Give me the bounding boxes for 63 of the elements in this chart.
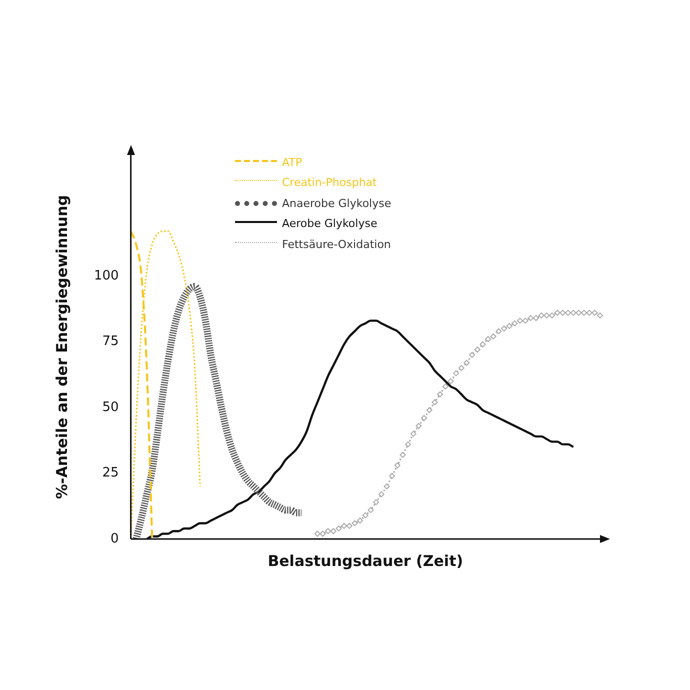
point bbox=[405, 441, 412, 448]
x-axis-title: Belastungsdauer (Zeit) bbox=[268, 552, 464, 570]
point bbox=[570, 310, 576, 316]
legend-label: Fettsäure-Oxidation bbox=[282, 238, 391, 251]
point bbox=[320, 530, 326, 537]
point bbox=[346, 522, 352, 529]
point bbox=[549, 312, 556, 318]
point bbox=[357, 518, 364, 524]
point bbox=[597, 312, 603, 318]
point bbox=[362, 512, 368, 518]
legend-label: Aerobe Glykolyse bbox=[282, 217, 378, 230]
point bbox=[368, 507, 374, 514]
point bbox=[554, 310, 560, 316]
point bbox=[517, 318, 524, 324]
legend-label: Creatin-Phosphat bbox=[282, 176, 377, 190]
point bbox=[522, 318, 528, 324]
point bbox=[538, 312, 544, 318]
point bbox=[480, 341, 486, 348]
point bbox=[512, 320, 518, 326]
point bbox=[341, 522, 348, 529]
y-tick-label: 50 bbox=[102, 400, 119, 415]
point bbox=[458, 365, 464, 372]
point bbox=[410, 430, 416, 437]
y-tick-label: 0 bbox=[110, 531, 119, 546]
y-axis-title: %-Anteile an der Energiegewinnung bbox=[52, 194, 71, 500]
point bbox=[400, 452, 406, 458]
point bbox=[496, 328, 502, 334]
point bbox=[325, 528, 332, 534]
point bbox=[448, 378, 454, 384]
point bbox=[432, 399, 438, 406]
y-tick-label: 100 bbox=[94, 268, 119, 284]
point bbox=[485, 336, 492, 342]
point bbox=[453, 370, 460, 376]
point bbox=[330, 528, 336, 534]
point bbox=[416, 422, 422, 429]
point bbox=[394, 462, 400, 468]
point bbox=[474, 346, 480, 353]
point bbox=[426, 407, 432, 414]
point bbox=[421, 415, 428, 422]
legend-label: Anaerobe Glykolyse bbox=[282, 196, 392, 210]
point bbox=[592, 310, 598, 316]
point bbox=[442, 383, 448, 390]
point bbox=[506, 322, 512, 329]
point bbox=[378, 491, 384, 498]
point bbox=[544, 312, 550, 318]
point bbox=[464, 360, 470, 366]
point bbox=[490, 333, 496, 340]
point bbox=[389, 472, 396, 479]
y-tick-label: 25 bbox=[102, 466, 119, 481]
point bbox=[528, 315, 534, 322]
point bbox=[576, 310, 582, 316]
point bbox=[437, 391, 444, 398]
point bbox=[384, 483, 390, 490]
legend-label: ATP bbox=[282, 156, 302, 169]
y-tick-label: 75 bbox=[102, 334, 119, 350]
point bbox=[501, 326, 508, 332]
point bbox=[336, 525, 342, 532]
point bbox=[565, 310, 572, 316]
point bbox=[469, 352, 476, 358]
point bbox=[533, 315, 540, 322]
point bbox=[352, 520, 358, 526]
point bbox=[373, 499, 380, 506]
point bbox=[314, 530, 320, 537]
